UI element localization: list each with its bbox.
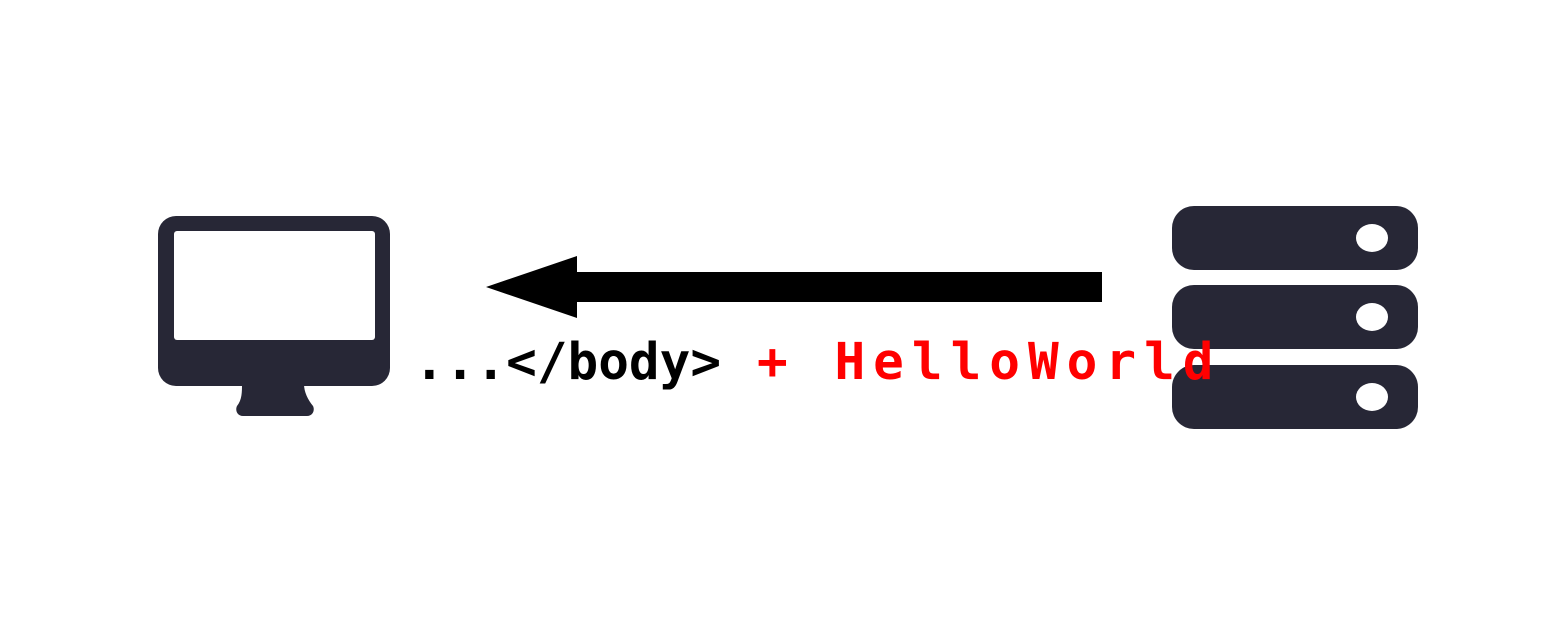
response-arrow <box>486 256 1102 318</box>
injected-text: + HelloWorld <box>757 332 1222 392</box>
server-unit-3 <box>1172 365 1418 429</box>
server-unit-1 <box>1172 206 1418 270</box>
server-unit-2 <box>1172 285 1418 349</box>
response-payload: ...</body> + HelloWorld <box>414 330 1222 394</box>
payload-body-text: ...</body> <box>414 332 722 392</box>
desktop-monitor-icon <box>158 216 390 416</box>
server-stack-icon <box>1172 206 1418 429</box>
